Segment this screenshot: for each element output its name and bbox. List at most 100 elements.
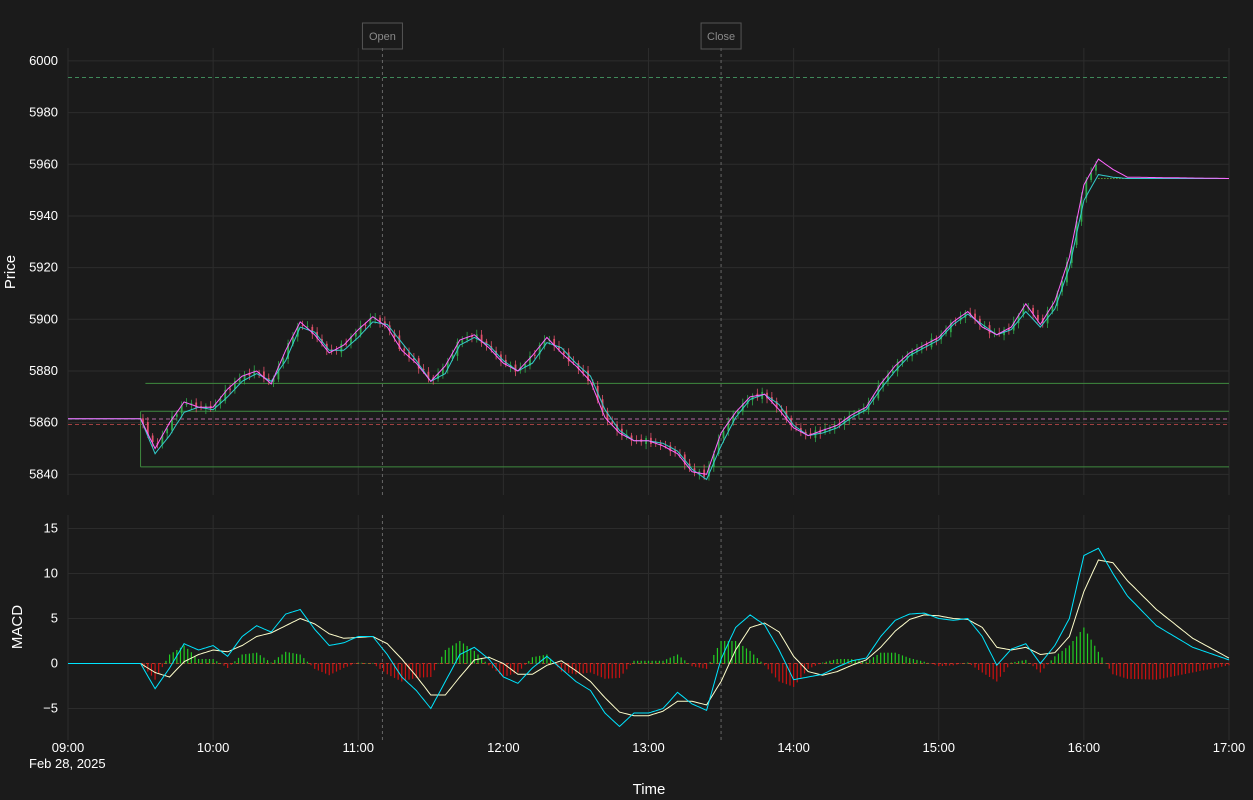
candle-body	[664, 446, 667, 448]
macd-histogram-bar	[927, 662, 929, 664]
macd-histogram-bar	[1130, 663, 1132, 679]
macd-histogram-bar	[1217, 663, 1219, 668]
macd-histogram-bar	[1144, 663, 1147, 680]
macd-histogram-bar	[1228, 663, 1230, 666]
macd-histogram-bar	[959, 663, 962, 664]
macd-histogram-bar	[941, 663, 943, 666]
macd-histogram-bar	[738, 643, 740, 664]
macd-y-tick: 0	[51, 656, 58, 671]
macd-histogram-bar	[626, 663, 628, 670]
macd-histogram-bar	[999, 663, 1002, 677]
macd-histogram-bar	[281, 654, 283, 664]
macd-histogram-bar	[368, 663, 370, 664]
candle-body	[1085, 180, 1088, 198]
macd-histogram-bar	[183, 645, 185, 664]
candle-body	[161, 435, 164, 445]
macd-histogram-bar	[488, 663, 490, 666]
candle-body	[862, 408, 865, 412]
time-axis-title: Time	[633, 781, 666, 798]
candle-body	[1066, 262, 1068, 283]
candle-body	[911, 350, 914, 357]
macd-histogram-bar	[698, 663, 700, 668]
macd-histogram-bar	[916, 659, 918, 664]
macd-histogram-bar	[604, 663, 606, 679]
candle-body	[442, 367, 444, 375]
macd-histogram-bar	[1195, 663, 1197, 672]
candle-body	[1051, 306, 1054, 312]
candle-body	[833, 424, 836, 430]
time-axis: 09:00 10:00 11:00 12:00 13:00 14:00 15:00 16:00…	[52, 740, 1246, 755]
macd-histogram-bar	[437, 663, 439, 664]
price-y-tick: 6000	[29, 53, 58, 68]
macd-histogram-bar	[404, 663, 407, 681]
candle-body	[292, 337, 294, 345]
candle-body	[572, 361, 575, 363]
macd-histogram-bar	[843, 659, 846, 664]
macd-histogram-bar	[731, 641, 733, 664]
candle-body	[301, 324, 304, 326]
macd-histogram-bar	[564, 663, 566, 673]
macd-histogram-bar	[1065, 648, 1067, 664]
candle-body	[1037, 315, 1039, 321]
macd-histogram-bar	[1036, 663, 1038, 670]
macd-histogram-bar	[444, 650, 446, 664]
candle-body	[630, 435, 633, 441]
macd-histogram-bar	[1166, 663, 1168, 678]
macd-histogram-bar	[295, 653, 298, 664]
macd-histogram-bar	[1210, 663, 1212, 669]
macd-histogram-bar	[1181, 663, 1183, 675]
macd-histogram-bar	[266, 660, 269, 664]
candle-body	[591, 381, 594, 385]
macd-histogram-bar	[168, 654, 171, 664]
candle-body	[959, 316, 962, 321]
macd-histogram-bar	[1112, 663, 1114, 675]
macd-histogram-bar	[1105, 663, 1107, 664]
price-y-tick: 5940	[29, 208, 58, 223]
candle-body	[708, 465, 710, 477]
x-tick-label: 15:00	[922, 740, 955, 755]
macd-histogram-bar	[383, 663, 385, 672]
macd-histogram-bar	[981, 663, 983, 673]
x-tick-label: 17:00	[1213, 740, 1246, 755]
macd-histogram-bar	[321, 663, 323, 673]
macd-histogram-bar	[949, 663, 951, 666]
macd-histogram-bar	[629, 663, 631, 666]
macd-histogram-bar	[466, 645, 468, 664]
macd-histogram-bar	[1188, 663, 1190, 674]
macd-histogram-bar	[194, 655, 196, 664]
macd-histogram-bar	[618, 663, 621, 678]
candle-body	[674, 450, 677, 453]
macd-histogram-bar	[350, 663, 352, 666]
candle-body	[282, 358, 285, 365]
macd-histogram-bar	[448, 647, 450, 664]
macd-histogram-bar	[274, 659, 276, 664]
macd-histogram-bar	[622, 663, 624, 674]
candle-body	[567, 352, 570, 362]
macd-histogram-bar	[963, 663, 965, 664]
macd-histogram-bar	[270, 662, 272, 664]
macd-histogram-bar	[1177, 663, 1179, 676]
session-marker-box	[361, 22, 403, 50]
macd-histogram-bar	[1213, 663, 1216, 669]
macd-histogram-bar	[332, 663, 334, 674]
macd-histogram-bar	[430, 663, 432, 677]
macd-histogram-bar	[898, 654, 900, 664]
candle-body	[253, 370, 256, 376]
macd-histogram-bar	[513, 663, 515, 674]
macd-histogram-bar	[158, 663, 160, 674]
macd-histogram-bar	[1068, 645, 1070, 664]
macd-histogram-bar	[767, 663, 769, 670]
candle-body	[514, 364, 517, 372]
macd-histogram-bar	[339, 663, 341, 670]
candle-body	[935, 339, 938, 341]
macd-histogram-bar	[1170, 663, 1172, 677]
candle-body	[446, 361, 449, 369]
candle-body	[151, 435, 154, 443]
macd-y-tick: 10	[44, 566, 58, 581]
macd-histogram-bar	[379, 663, 381, 669]
candle-body	[611, 421, 614, 425]
macd-histogram-bar	[753, 654, 755, 664]
macd-histogram-bar	[201, 659, 203, 664]
candle-body	[364, 324, 367, 326]
macd-y-tick: 5	[51, 611, 58, 626]
